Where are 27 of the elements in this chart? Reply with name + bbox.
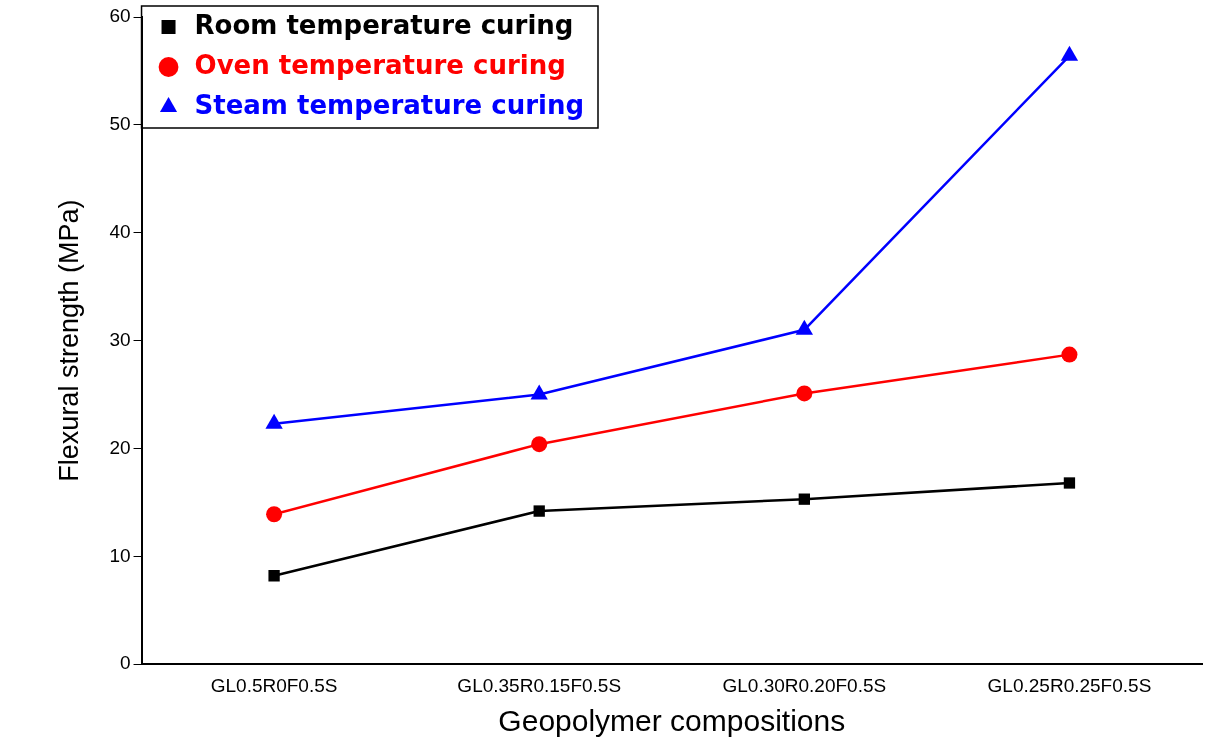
y-tick-label: 20 bbox=[109, 436, 131, 458]
point bbox=[533, 505, 545, 517]
x-axis-title: Geopolymer compositions bbox=[498, 704, 846, 738]
legend-label: Oven temperature curing bbox=[194, 49, 566, 80]
legend-label: Room temperature curing bbox=[194, 9, 574, 40]
y-axis-title: Flexural strength (MPa) bbox=[53, 199, 84, 482]
x-tick-label: GL0.5R0F0.5S bbox=[210, 674, 338, 696]
point bbox=[1063, 477, 1076, 489]
x-tick-label: GL0.35R0.15F0.5S bbox=[457, 674, 622, 696]
point bbox=[266, 506, 283, 523]
point bbox=[798, 493, 810, 505]
y-tick-label: 10 bbox=[109, 544, 131, 566]
legend-label: Steam temperature curing bbox=[194, 89, 584, 120]
y-tick-label: 30 bbox=[109, 328, 131, 350]
y-tick-label: 60 bbox=[109, 5, 131, 27]
point bbox=[1061, 346, 1078, 363]
point bbox=[796, 385, 813, 402]
y-tick-label: 40 bbox=[109, 220, 131, 242]
x-tick-label: GL0.25R0.25F0.5S bbox=[987, 674, 1152, 696]
point bbox=[268, 570, 280, 582]
point bbox=[530, 384, 548, 400]
point bbox=[531, 436, 548, 453]
point bbox=[1060, 45, 1079, 61]
y-tick-label: 0 bbox=[119, 652, 131, 674]
point bbox=[795, 319, 813, 335]
x-tick-label: GL0.30R0.20F0.5S bbox=[722, 674, 887, 696]
y-tick-label: 50 bbox=[109, 113, 131, 135]
